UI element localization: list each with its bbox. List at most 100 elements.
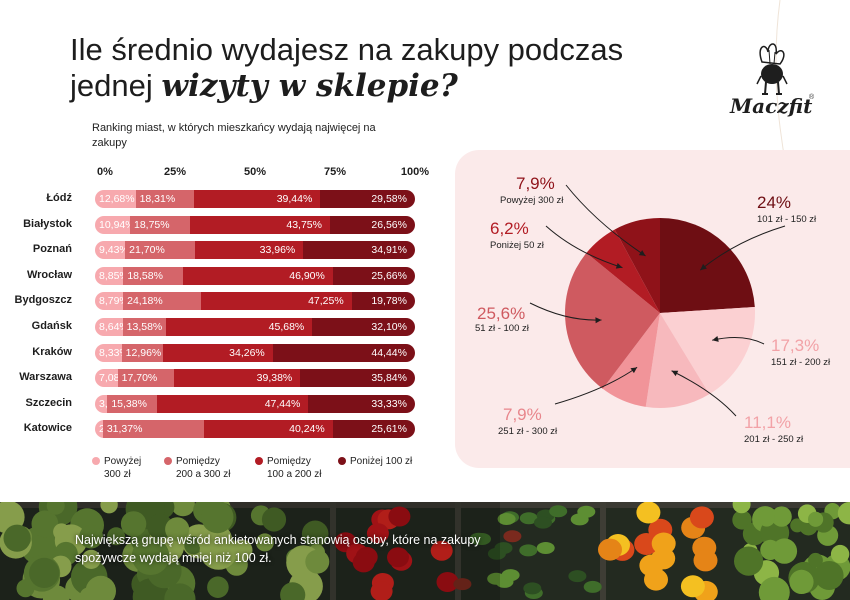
- legend-swatch: [164, 457, 172, 465]
- lettuce: [261, 507, 287, 532]
- bar-segment: 33,33%: [308, 394, 415, 413]
- green-pepper: [570, 513, 589, 526]
- stacked-bar: 7,08% 17,70% 39,38% 35,84%: [95, 369, 415, 388]
- stacked-bar: 8,33% 12,96% 34,26% 44,44%: [95, 343, 415, 362]
- red-pepper: [430, 540, 453, 561]
- bar-segment: 33,96%: [194, 241, 304, 260]
- stacked-bar: 10,94% 18,75% 43,75% 26,56%: [95, 215, 415, 234]
- data-label: 47,25%: [308, 295, 344, 308]
- data-label: 46,90%: [289, 269, 325, 282]
- bar-segment: 8,85%: [95, 266, 129, 285]
- x-tick-label: 50%: [243, 166, 267, 178]
- bar-segment: 35,84%: [300, 369, 415, 388]
- green-pepper: [503, 530, 522, 543]
- pie-range-label: 101 zł - 150 zł: [757, 214, 817, 225]
- data-label: 8,64%: [99, 321, 129, 333]
- red-pepper: [352, 552, 375, 573]
- bar-row: Warszawa 7,08% 17,70% 39,38% 35,84%: [0, 369, 430, 389]
- bar-segment: 3,85%: [95, 394, 129, 413]
- legend-label: Pomiędzy: [267, 456, 311, 467]
- green-leaves: [830, 544, 850, 564]
- x-tick-label: 75%: [323, 166, 347, 178]
- bar-segment: 47,25%: [200, 292, 352, 311]
- legend-label: 100 a 200 zł: [267, 469, 322, 480]
- pie-percent-label: 17,3%: [771, 336, 820, 355]
- legend-item: Pomiędzy 200 a 300 zł: [164, 455, 231, 481]
- legend-label: 200 a 300 zł: [176, 469, 231, 480]
- data-label: 12,68%: [99, 193, 135, 205]
- green-leaves: [732, 502, 751, 514]
- pie-percent-label: 24%: [757, 193, 792, 212]
- green-pepper: [501, 569, 520, 582]
- crate-divider: [455, 502, 461, 600]
- footer-summary: Największą grupę wśród ankietowanych sta…: [75, 533, 481, 565]
- yellow-pepper: [636, 502, 661, 524]
- yellow-pepper: [634, 533, 659, 555]
- bar-segment: 25,61%: [332, 420, 415, 439]
- bar-segment: 2,44%: [95, 420, 129, 439]
- lettuce: [120, 511, 147, 537]
- data-label: 24,18%: [127, 295, 163, 308]
- lettuce: [79, 524, 103, 549]
- yellow-pepper: [598, 538, 622, 561]
- green-leaves: [758, 576, 790, 600]
- pie-range-label: 51 zł - 100 zł: [475, 323, 529, 334]
- bar-row: Łódź 12,68% 18,31% 39,44% 29,58%: [0, 190, 430, 210]
- bar-segment: 29,58%: [320, 190, 415, 208]
- red-pepper: [388, 506, 411, 527]
- bar-segment: 18,31%: [135, 190, 195, 208]
- green-pepper: [549, 505, 568, 518]
- green-leaves: [732, 510, 752, 530]
- bar-segment: 15,38%: [107, 394, 157, 413]
- bar-segment: 39,44%: [194, 190, 321, 208]
- data-label: 13,58%: [126, 321, 163, 333]
- data-label: 15,38%: [111, 397, 147, 410]
- green-pepper: [497, 513, 516, 525]
- bar-segment: 46,90%: [182, 266, 333, 285]
- red-pepper: [366, 523, 389, 544]
- stacked-bar: 12,68% 18,31% 39,44% 29,58%: [95, 190, 415, 208]
- bar-segment: 34,91%: [303, 241, 415, 260]
- category-label: Łódź: [46, 192, 72, 204]
- bar-segment: 40,24%: [203, 420, 333, 439]
- lettuce: [107, 527, 126, 546]
- data-label: 34,91%: [371, 244, 407, 257]
- data-label: 12,96%: [125, 346, 162, 359]
- legend-label: Pomiędzy: [176, 456, 220, 467]
- green-pepper: [473, 533, 491, 545]
- bar-segment: 8,64%: [95, 318, 129, 336]
- bar-segment: 7,08%: [95, 369, 129, 388]
- bar-segment: 34,26%: [163, 343, 273, 362]
- bar-chart-title: Ranking miast, w których mieszkańcy wyda…: [92, 122, 376, 149]
- logo-text: Maczfit: [730, 94, 813, 118]
- green-leaves: [814, 561, 844, 590]
- bar-segment: 12,96%: [121, 343, 164, 362]
- bar-segment: 9,43%: [95, 241, 129, 260]
- category-label: Poznań: [32, 243, 72, 256]
- data-label: 33,96%: [259, 244, 296, 257]
- legend-item: Poniżej 100 zł: [338, 455, 412, 468]
- bar-row: Wrocław 8,85% 18,58% 46,90% 25,66%: [0, 266, 430, 287]
- green-leaves: [734, 546, 764, 576]
- green-leaves: [771, 538, 798, 564]
- bar-row: Kraków 8,33% 12,96% 34,26% 44,44%: [0, 343, 430, 364]
- category-label: Bydgoszcz: [14, 294, 72, 307]
- data-label: 18,75%: [134, 218, 170, 231]
- data-label: 39,38%: [256, 372, 293, 385]
- green-leaves: [808, 511, 824, 527]
- bar-row: Poznań 9,43% 21,70% 33,96% 34,91%: [0, 241, 430, 261]
- data-label: 31,37%: [106, 423, 143, 436]
- lettuce: [165, 517, 190, 542]
- pie-range-label: Powyżej 300 zł: [500, 195, 564, 206]
- lettuce: [207, 576, 229, 598]
- lettuce: [46, 502, 65, 515]
- bar-segment: 10,94%: [95, 215, 135, 234]
- x-tick-label: 0%: [97, 166, 113, 178]
- bar-segment: 25,66%: [332, 266, 415, 285]
- title-line-2: jednej: [70, 68, 162, 103]
- category-label: Białystok: [23, 217, 72, 230]
- data-label: 35,84%: [371, 372, 407, 385]
- data-label: 26,56%: [371, 218, 407, 231]
- bar-row: Szczecin 3,85%15,38% 47,44% 33,33%: [0, 394, 430, 415]
- green-pepper: [487, 547, 506, 560]
